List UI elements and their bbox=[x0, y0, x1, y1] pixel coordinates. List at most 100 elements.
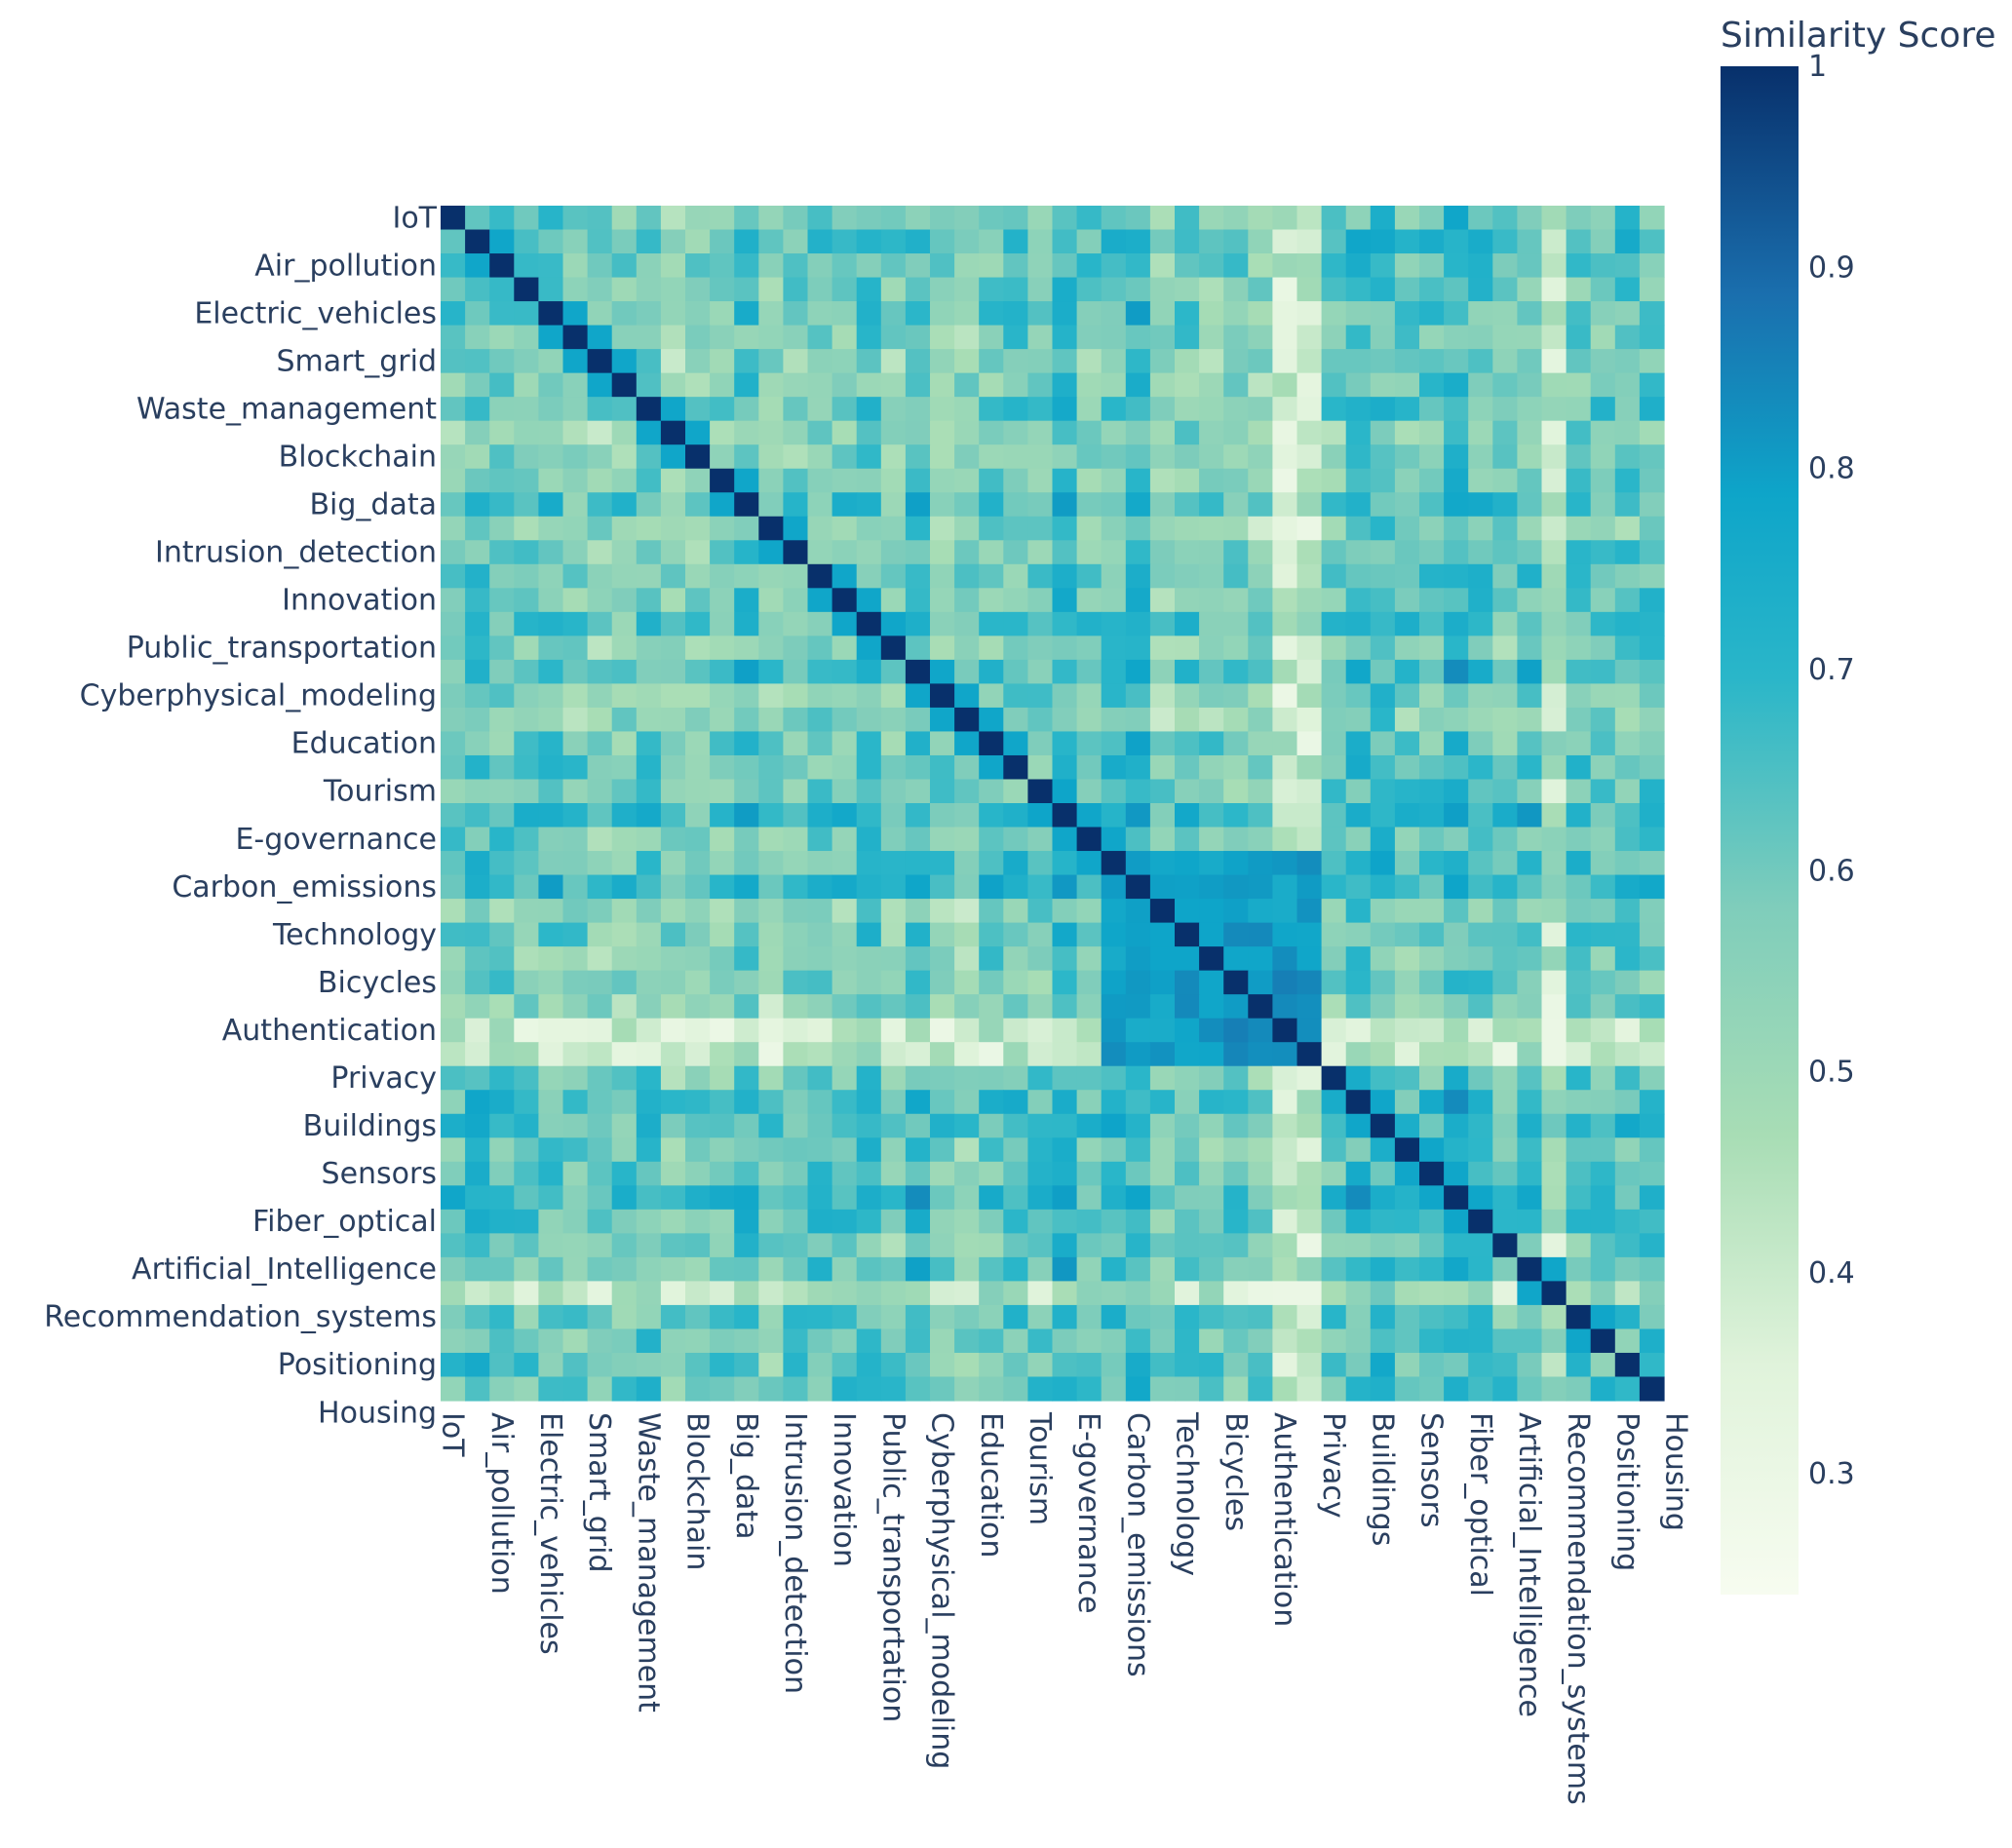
heatmap-cell bbox=[1272, 874, 1298, 900]
heatmap-cell bbox=[562, 1281, 589, 1306]
heatmap-cell bbox=[685, 779, 711, 804]
heatmap-cell bbox=[1101, 349, 1127, 374]
heatmap-cell bbox=[611, 1233, 638, 1258]
heatmap-cell bbox=[930, 229, 955, 254]
heatmap-cell bbox=[1345, 1281, 1372, 1306]
heatmap-cell bbox=[1566, 683, 1592, 709]
heatmap-cell bbox=[1614, 277, 1641, 302]
heatmap-cell bbox=[1076, 731, 1103, 756]
heatmap-cell bbox=[1076, 349, 1103, 374]
heatmap-cell bbox=[1101, 1376, 1127, 1402]
heatmap-cell bbox=[1296, 516, 1323, 541]
heatmap-cell bbox=[856, 229, 882, 254]
heatmap-cell bbox=[807, 563, 833, 589]
heatmap-cell bbox=[807, 922, 833, 947]
heatmap-cell bbox=[1517, 946, 1543, 972]
y-tick-label: Buildings bbox=[303, 1109, 437, 1143]
heatmap-cell bbox=[1223, 635, 1249, 661]
heatmap-cell bbox=[1468, 707, 1493, 733]
heatmap-cell bbox=[930, 611, 955, 636]
heatmap-cell bbox=[880, 611, 907, 636]
heatmap-cell bbox=[1345, 588, 1372, 613]
heatmap-cell bbox=[1614, 779, 1641, 804]
heatmap-cell bbox=[1639, 659, 1665, 684]
heatmap-cell bbox=[1590, 922, 1616, 947]
heatmap-cell bbox=[954, 420, 980, 445]
heatmap-cell bbox=[1272, 1137, 1298, 1163]
heatmap-cell bbox=[538, 1304, 564, 1330]
heatmap-cell bbox=[1125, 779, 1151, 804]
heatmap-cell bbox=[1125, 1328, 1151, 1354]
heatmap-cell bbox=[832, 1185, 858, 1211]
heatmap-cell bbox=[758, 588, 784, 613]
heatmap-cell bbox=[832, 420, 858, 445]
heatmap-cell bbox=[856, 731, 882, 756]
heatmap-cell bbox=[1003, 970, 1028, 995]
heatmap-cell bbox=[1639, 851, 1665, 876]
heatmap-cell bbox=[1541, 779, 1567, 804]
heatmap-cell bbox=[1639, 970, 1665, 995]
heatmap-cell bbox=[734, 253, 759, 279]
heatmap-cell bbox=[1076, 1185, 1103, 1211]
heatmap-cell bbox=[1027, 206, 1054, 231]
heatmap-cell bbox=[1003, 683, 1028, 709]
heatmap-cell bbox=[1468, 1042, 1493, 1067]
heatmap-cell bbox=[1444, 922, 1469, 947]
heatmap-cell bbox=[1639, 516, 1665, 541]
heatmap-cell bbox=[1175, 277, 1200, 302]
heatmap-cell bbox=[636, 1042, 662, 1067]
heatmap-cell bbox=[1468, 754, 1493, 781]
heatmap-cell bbox=[489, 1185, 515, 1211]
colorbar-tick-label: 0.9 bbox=[1808, 250, 1855, 285]
heatmap-cell bbox=[611, 803, 638, 828]
heatmap-cell bbox=[1614, 588, 1641, 613]
heatmap-cell bbox=[1101, 206, 1127, 231]
heatmap-cell bbox=[979, 1018, 1004, 1043]
heatmap-cell bbox=[660, 994, 686, 1020]
heatmap-cell bbox=[1076, 827, 1103, 852]
heatmap-cell bbox=[954, 516, 980, 541]
heatmap-cell bbox=[1614, 635, 1641, 661]
heatmap-cell bbox=[1125, 1185, 1151, 1211]
heatmap-cell bbox=[611, 779, 638, 804]
heatmap-cell bbox=[1175, 516, 1200, 541]
heatmap-cell bbox=[1003, 1233, 1028, 1258]
heatmap-cell bbox=[880, 444, 907, 470]
heatmap-cell bbox=[1419, 970, 1445, 995]
heatmap-cell bbox=[1052, 1281, 1078, 1306]
heatmap-cell bbox=[1345, 731, 1372, 756]
heatmap-cell bbox=[1370, 253, 1396, 279]
y-tick-label: Intrusion_detection bbox=[155, 536, 437, 570]
heatmap-cell bbox=[880, 1328, 907, 1354]
heatmap-cell bbox=[734, 1328, 759, 1354]
heatmap-cell bbox=[660, 779, 686, 804]
heatmap-cell bbox=[489, 994, 515, 1020]
heatmap-cell bbox=[1175, 1233, 1200, 1258]
heatmap-cell bbox=[734, 301, 759, 327]
heatmap-cell bbox=[734, 1376, 759, 1402]
heatmap-cell bbox=[465, 1065, 490, 1091]
heatmap-cell bbox=[1419, 1281, 1445, 1306]
heatmap-cell bbox=[1590, 851, 1616, 876]
heatmap-cell bbox=[636, 397, 662, 422]
heatmap-cell bbox=[856, 420, 882, 445]
heatmap-cell bbox=[514, 277, 539, 302]
heatmap-cell bbox=[954, 707, 980, 733]
heatmap-cell bbox=[1199, 754, 1224, 781]
heatmap-cell bbox=[1199, 874, 1224, 900]
heatmap-cell bbox=[489, 1256, 515, 1282]
heatmap-cell bbox=[1566, 397, 1592, 422]
heatmap-cell bbox=[1419, 1304, 1445, 1330]
heatmap-cell bbox=[1345, 659, 1372, 684]
heatmap-cell bbox=[1199, 946, 1224, 972]
heatmap-cell bbox=[441, 253, 466, 279]
heatmap-cell bbox=[1321, 1256, 1347, 1282]
heatmap-cell bbox=[1175, 301, 1200, 327]
heatmap-cell bbox=[562, 420, 589, 445]
heatmap-cell bbox=[465, 1018, 490, 1043]
heatmap-cell bbox=[832, 1328, 858, 1354]
heatmap-cell bbox=[636, 206, 662, 231]
heatmap-cell bbox=[1248, 372, 1273, 398]
heatmap-cell bbox=[1345, 277, 1372, 302]
heatmap-cell bbox=[1370, 851, 1396, 876]
